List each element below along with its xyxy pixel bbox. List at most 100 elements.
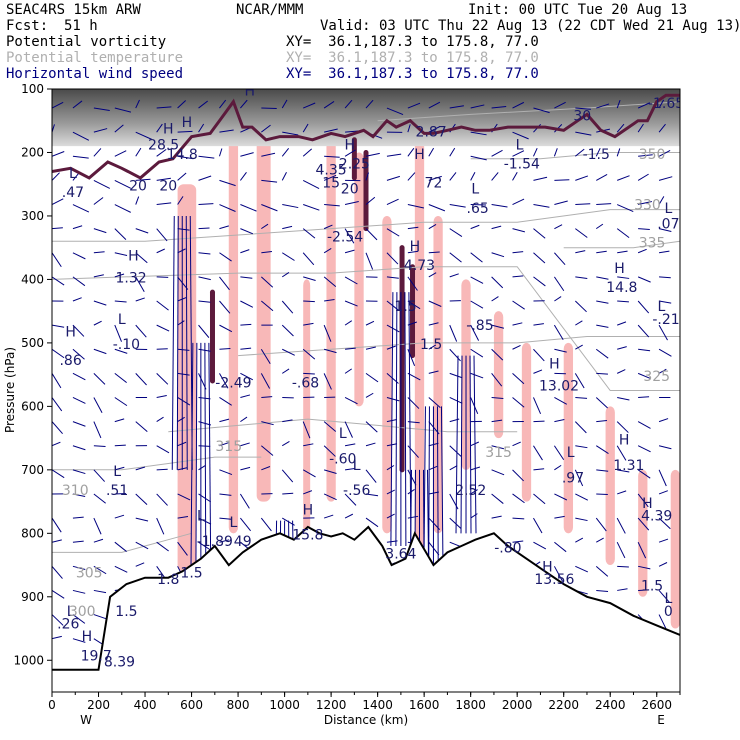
theta-contour: [563, 240, 680, 249]
contour-annotation: 72: [425, 175, 443, 191]
wind-vector: [658, 324, 668, 341]
wind-vector: [219, 225, 229, 230]
contour-annotation: L: [67, 604, 75, 620]
x-tick-label: 1800: [455, 698, 486, 712]
wind-vector: [637, 445, 651, 453]
wind-vector: [638, 154, 653, 157]
contour-annotation: 20: [159, 179, 177, 195]
wind-vector: [93, 228, 107, 234]
wind-vector: [638, 348, 651, 352]
wind-vector: [135, 252, 148, 264]
wind-vector: [135, 373, 147, 386]
wind-vector: [679, 155, 680, 157]
wind-vector: [512, 322, 523, 326]
wind-vector: [365, 517, 379, 528]
wind-vector: [658, 418, 669, 423]
contour-annotation: .86: [59, 353, 81, 369]
wind-vector: [114, 324, 122, 342]
wind-vector: [303, 102, 316, 109]
wind-vector: [198, 123, 205, 133]
shading-band: [670, 469, 680, 629]
wind-vector: [260, 348, 271, 364]
wind-vector: [460, 355, 463, 534]
wind-vector: [637, 300, 650, 314]
wind-vector: [156, 300, 169, 311]
shading-band: [326, 120, 336, 502]
pv-high-region: [52, 89, 680, 147]
wind-vector: [344, 201, 359, 206]
wind-vector: [428, 223, 437, 230]
contour-annotation: 2.52: [455, 483, 486, 499]
wind-vector: [365, 372, 379, 383]
wind-vector: [323, 514, 334, 519]
wind-vector: [240, 416, 248, 423]
wind-vector: [156, 493, 168, 506]
wind-vector: [239, 493, 250, 509]
wind-vector: [52, 252, 62, 268]
wind-vector: [365, 493, 379, 497]
theta-contour: [52, 456, 262, 471]
shading-band: [228, 139, 239, 534]
wind-vector: [135, 131, 152, 140]
wind-vector: [512, 275, 524, 278]
wind-vector: [596, 103, 610, 109]
x-tick-label: 600: [180, 698, 203, 712]
wind-vector: [114, 228, 127, 241]
wind-vector: [637, 248, 647, 254]
wind-vector: [240, 517, 251, 532]
field-xy-theta: XY= 36.1,187.3 to 175.8, 77.0: [286, 50, 539, 66]
wind-vector: [114, 124, 124, 133]
wind-vector: [491, 373, 503, 387]
wind-vector: [219, 324, 233, 333]
wind-vector: [303, 276, 316, 281]
wind-vector: [679, 228, 680, 230]
wind-vector: [491, 469, 505, 476]
valid-time: Valid: 03 UTC Thu 22 Aug 13 (22 CDT Wed …: [320, 18, 740, 34]
shading-band: [493, 311, 504, 439]
contour-annotation: L: [339, 426, 347, 442]
wind-vector: [156, 228, 168, 242]
wind-vector: [282, 131, 299, 136]
contour-annotation: L: [664, 201, 672, 217]
wind-vector: [553, 148, 558, 157]
wind-vector: [658, 469, 667, 487]
contour-annotation: -.80: [494, 540, 521, 556]
terrain-fill: [52, 527, 680, 692]
wind-vector: [72, 225, 83, 230]
contour-annotation: 49: [234, 534, 252, 550]
wind-vector: [177, 348, 190, 351]
wind-vector: [93, 179, 111, 189]
wind-vector: [616, 148, 621, 157]
wind-vector: [323, 493, 337, 501]
wind-vector: [679, 203, 680, 205]
contour-annotation: H: [549, 356, 560, 372]
contour-annotation: 28.5: [148, 137, 179, 153]
wind-vectors-layer: [52, 99, 680, 656]
wind-vector: [219, 397, 232, 406]
wind-vector: [344, 443, 356, 447]
wind-vector: [658, 368, 667, 374]
wind-vector: [189, 215, 193, 470]
contour-annotation: -1.5: [583, 147, 610, 163]
wind-vector: [679, 349, 680, 350]
contour-annotation: L: [69, 166, 77, 182]
wind-vector: [595, 348, 609, 359]
wind-vector: [596, 469, 609, 472]
wind-vector: [114, 466, 125, 471]
wind-vector: [114, 179, 131, 189]
wind-vector: [473, 355, 477, 534]
wind-vector: [679, 542, 680, 543]
wind-vector: [303, 204, 320, 211]
wind-vector: [114, 252, 128, 257]
wind-vector: [395, 292, 398, 547]
wind-vector: [658, 250, 670, 254]
wind-vector: [408, 292, 412, 547]
wind-vector: [449, 204, 466, 208]
wind-vector: [637, 541, 647, 559]
wind-vector: [679, 638, 680, 640]
wind-vector: [365, 320, 375, 326]
wind-vector: [554, 541, 567, 553]
wind-vector: [575, 517, 588, 522]
wind-vector: [240, 99, 248, 109]
wind-vector: [344, 276, 358, 285]
